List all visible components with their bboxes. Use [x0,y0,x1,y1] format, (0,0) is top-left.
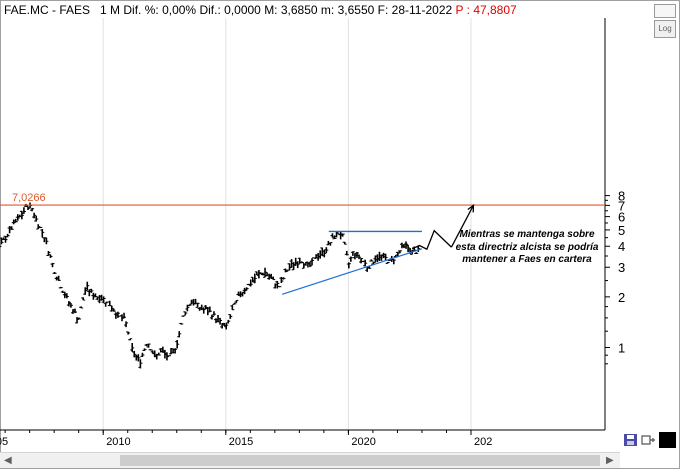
chart-grid [102,18,472,430]
dif-label: Dif.: [199,3,221,17]
x-tick-label: 2020 [351,436,375,448]
scroll-left-icon[interactable]: ◀ [4,455,12,466]
y-tick-label: 8 [618,189,625,204]
y-tick-label: 2 [618,290,625,305]
date-value: 28-11-2022 [391,3,453,17]
x-tick-label: 202 [474,436,492,448]
pin-icon[interactable] [640,433,656,447]
max-value: 3,6850 [280,3,318,17]
projection-arrow-head [467,204,475,213]
annotation-text: Mientras se mantenga sobre esta directri… [455,229,599,265]
dif-value: 0,0000 [224,3,261,17]
scroll-right-icon[interactable]: ▶ [606,455,614,466]
chart-annotations: 7,0266 [0,192,605,295]
save-icon[interactable] [623,433,639,447]
date-label: F: [377,3,389,17]
x-tick-label: 2010 [106,436,130,448]
horizontal-scrollbar[interactable]: ◀ ▶ [0,452,620,468]
y-tick-label: 3 [618,260,625,275]
min-label: m: [320,3,335,17]
period-label: 1 M [100,3,121,17]
dif-pct-label: Dif. %: [123,3,159,17]
min-value: 3,6550 [337,3,375,17]
max-label: M: [264,3,278,17]
price-series [0,202,421,369]
close-panel-button[interactable] [659,432,676,448]
resistance-label: 7,0266 [12,192,46,204]
y-tick-label: 6 [618,210,625,225]
dif-pct-value: 0,00% [162,3,197,17]
chart-header: FAE.MC - FAES 1 M Dif. %: 0,00% Dif.: 0,… [4,3,517,17]
x-tick-label: 2015 [229,436,253,448]
y-tick-label: 4 [618,239,625,254]
uptrend-line [282,248,423,295]
panel-menu-button[interactable] [654,4,676,18]
projection-arrow-shaft [450,205,475,248]
scroll-thumb[interactable] [120,455,600,466]
price-value: 47,8807 [473,3,517,17]
price-label: P : [455,3,470,17]
x-tick-label: 2005 [0,436,8,448]
y-tick-label: 5 [618,223,625,238]
log-scale-toggle[interactable]: Log [654,20,676,38]
y-tick-label: 7 [618,198,625,213]
projection-path [411,229,452,251]
symbol-label: FAE.MC - FAES [4,3,91,17]
y-tick-label: 1 [618,341,625,356]
